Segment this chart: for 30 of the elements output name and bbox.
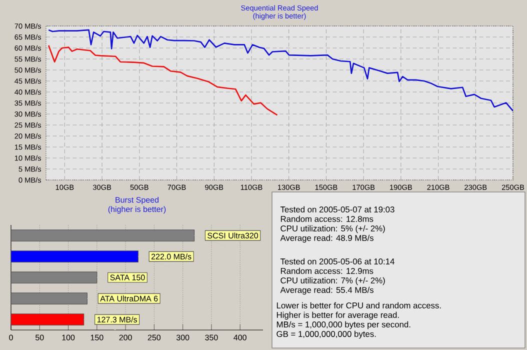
- data-label: ATA UltraDMA 6: [100, 296, 158, 302]
- text: CPU utilization: 7% (+/- 2%): [280, 277, 385, 286]
- text: Lower is better for CPU and random access.: [276, 302, 441, 308]
- data-label: SCSI Ultra320: [208, 232, 258, 238]
- text: MB/s = 1,000,000 bytes per second.: [276, 321, 410, 330]
- x-tick-label: 250: [148, 334, 161, 340]
- chart-title: Burst Speed: [116, 196, 158, 204]
- text: Tested on 2005-05-06 at 10:14: [280, 258, 394, 264]
- x-tick-label: 350: [205, 334, 218, 340]
- data-label: SATA 150: [110, 274, 145, 280]
- text: Average read: 55.4 MB/s: [280, 286, 374, 295]
- data-label: 222.0 MB/s: [151, 254, 192, 260]
- text: Average read: 48.9 MB/s: [280, 234, 374, 243]
- text: Random access: 12.9ms: [280, 268, 374, 274]
- x-tick-label: 300: [176, 334, 190, 340]
- x-tick-label: 200: [119, 334, 132, 340]
- line-series: [48, 29, 513, 112]
- data-label: 127.3 MB/s: [97, 316, 138, 322]
- text: CPU utilization: 5% (+/- 2%): [280, 225, 385, 234]
- text: Higher is better for average read.: [276, 312, 399, 320]
- line-series: [48, 44, 278, 116]
- x-tick-label: 150: [90, 334, 104, 340]
- text: Random access: 12.8ms: [280, 216, 374, 222]
- x-tick-label: 400: [234, 334, 246, 340]
- x-tick-label: 100: [62, 334, 75, 340]
- x-tick-label: 0: [9, 334, 13, 340]
- text: GB = 1,000,000,000 bytes.: [276, 330, 376, 339]
- text: Tested on 2005-05-07 at 19:03: [280, 206, 394, 212]
- chart-subtitle: (higher is better): [108, 206, 166, 214]
- x-tick-label: 50: [36, 334, 44, 340]
